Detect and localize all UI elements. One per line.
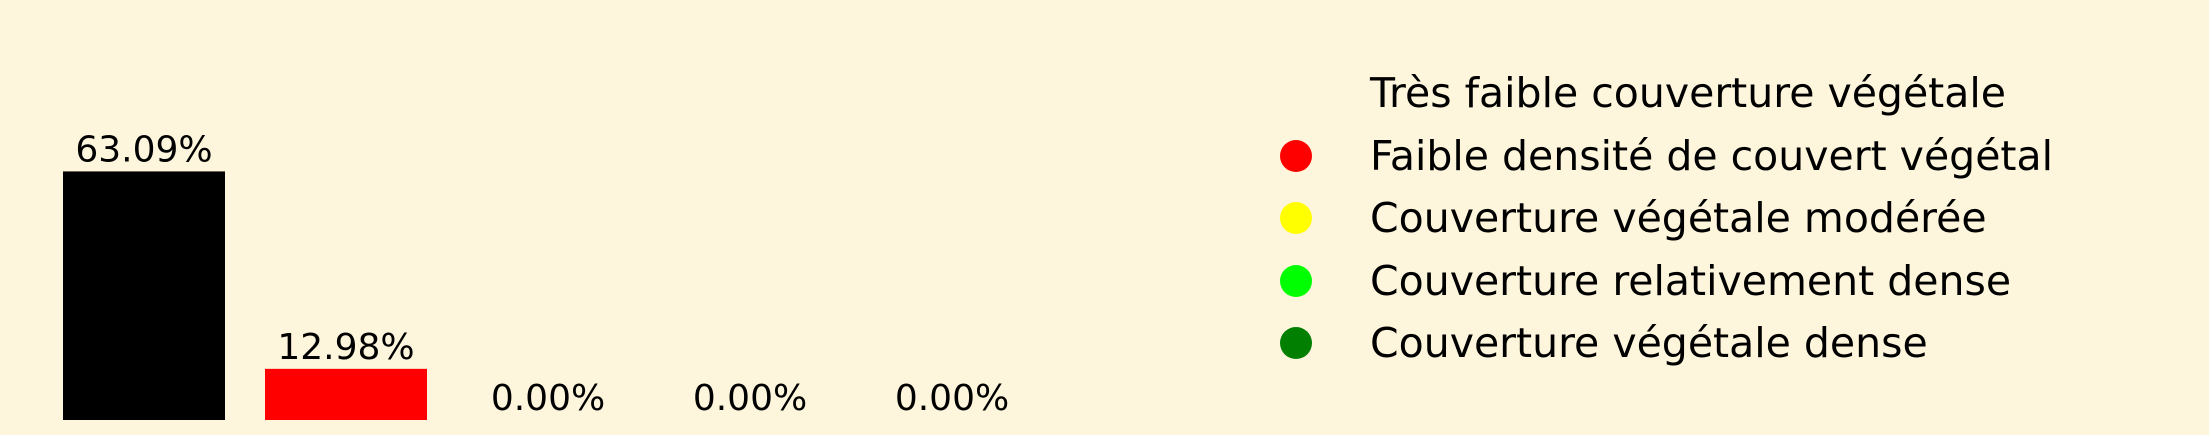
bar-very-low-cover [63,171,225,420]
legend-marker-moderate-cover [1280,202,1312,235]
chart-legend: Très faible couverture végétale Faible d… [1280,62,2053,375]
legend-label-relatively-dense: Couverture relativement dense [1370,256,2012,305]
bar-value-label-low-density: 12.98% [277,327,414,368]
legend-item-low-density: Faible densité de couvert végétal [1280,125,2053,188]
legend-label-moderate-cover: Couverture végétale modérée [1370,194,1987,243]
legend-label-dense-cover: Couverture végétale dense [1370,319,1928,368]
legend-marker-very-low-cover [1280,77,1312,109]
legend-label-very-low-cover: Très faible couverture végétale [1370,69,2007,118]
legend-marker-relatively-dense [1280,264,1312,297]
legend-label-low-density: Faible densité de couvert végétal [1370,131,2054,180]
bar-chart-svg: 63.09% 12.98% 0.00% 0.00% 0.00% [63,129,1009,420]
legend-marker-low-density [1280,139,1312,172]
legend-item-very-low-cover: Très faible couverture végétale [1280,62,2053,125]
bar-value-label-relatively-dense: 0.00% [693,378,807,419]
legend-item-moderate-cover: Couverture végétale modérée [1280,187,2053,250]
legend-item-dense-cover: Couverture végétale dense [1280,312,2053,375]
legend-item-relatively-dense: Couverture relativement dense [1280,250,2053,313]
bar-low-density [265,368,427,420]
bar-chart: 63.09% 12.98% 0.00% 0.00% 0.00% [63,129,1009,420]
legend-marker-dense-cover [1280,327,1312,360]
bar-value-label-dense-cover: 0.00% [895,378,1009,419]
bar-value-label-very-low-cover: 63.09% [75,129,212,170]
bar-value-label-moderate-cover: 0.00% [491,378,605,419]
